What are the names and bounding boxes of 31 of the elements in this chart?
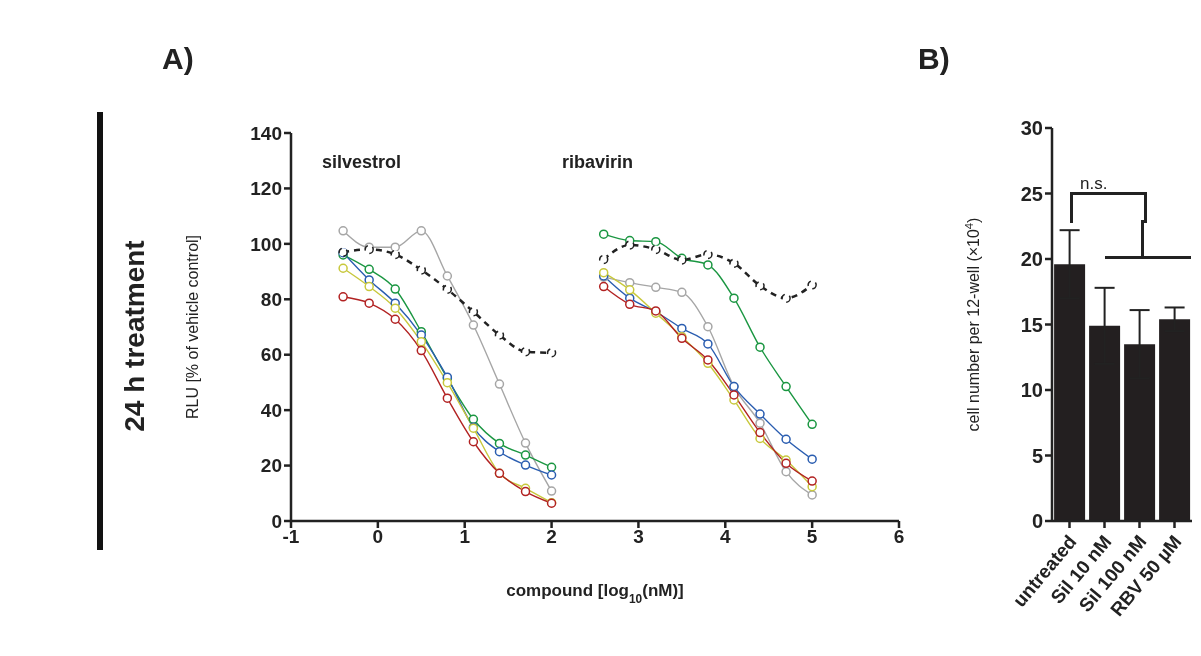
x-tick-label: 0 [372,526,384,548]
chart-title: A) [162,42,194,76]
x-tick-label: 1 [459,526,471,548]
y-tick-label: 10 [1020,379,1043,402]
annotation: n.s. [1080,174,1108,194]
chart-title: B) [918,42,950,76]
y-tick-label: 100 [250,233,282,255]
y-tick-label: 40 [260,399,282,421]
y-tick-label: 0 [1031,510,1043,533]
y-tick-label: 15 [1020,313,1043,336]
x-tick-label: 5 [806,526,818,548]
x-tick-label: 3 [633,526,644,548]
y-tick-label: 30 [1020,117,1043,140]
y-tick-label: 20 [260,455,282,477]
y-tick-label: 5 [1031,444,1043,467]
y-tick-label: 25 [1020,182,1043,205]
x-axis-title: compound [log$_{10}$(nM)] [506,581,684,606]
text: 24 h treatment [119,239,151,434]
y-axis-title: RLU [% of vehicle control] [184,234,201,420]
annotation: silvestrol [322,152,402,173]
x-tick-label: 2 [546,526,557,548]
y-tick-label: 120 [250,178,282,200]
y-tick-label: 80 [260,289,282,311]
y-tick-label: 60 [260,344,282,366]
annotation: ribavirin [562,152,634,173]
x-tick-label: 4 [720,526,731,548]
x-tick-label: -1 [282,526,300,548]
y-tick-label: 20 [1020,248,1043,271]
y-tick-label: 0 [271,510,282,532]
x-tick-label: 6 [893,526,905,548]
y-tick-label: 140 [250,122,282,144]
